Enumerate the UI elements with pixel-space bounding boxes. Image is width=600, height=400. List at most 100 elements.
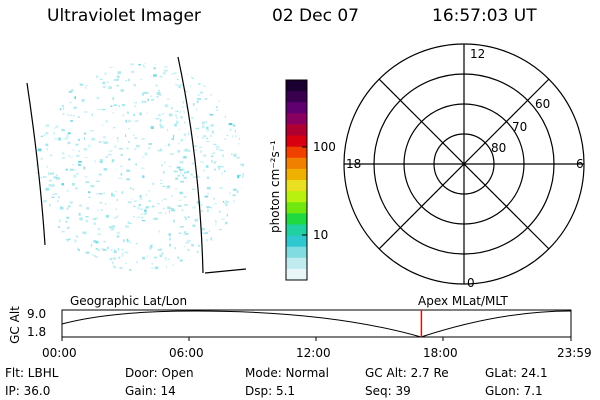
uv-speckle [135, 144, 140, 148]
uv-speckle [215, 59, 218, 60]
uv-speckle [68, 90, 73, 93]
uv-speckle [167, 206, 170, 210]
uv-speckle [247, 186, 251, 189]
uv-speckle [161, 164, 163, 166]
uv-speckle [191, 243, 194, 247]
uv-speckle [214, 203, 217, 205]
uv-speckle [45, 187, 50, 191]
uv-speckle [205, 238, 209, 242]
uv-speckle [130, 63, 135, 66]
uv-speckle [99, 78, 103, 80]
uv-speckle [184, 216, 187, 218]
uv-speckle [187, 249, 190, 251]
uv-speckle [139, 78, 143, 80]
uv-speckle [107, 153, 112, 156]
uv-speckle [225, 221, 228, 225]
uv-speckle [61, 241, 63, 243]
uv-speckle [195, 74, 200, 76]
uv-speckle [234, 129, 236, 133]
uv-speckle [85, 216, 89, 218]
uv-speckle [239, 56, 243, 58]
uv-speckle [79, 204, 83, 207]
uv-speckle [167, 143, 171, 147]
uv-speckle [46, 253, 49, 256]
uv-speckle [192, 102, 195, 106]
uv-speckle [57, 263, 60, 266]
uv-speckle [199, 63, 201, 64]
uv-speckle [75, 143, 79, 146]
uv-speckle [164, 212, 166, 215]
uv-speckle [226, 77, 229, 79]
uv-speckle [43, 56, 45, 58]
uv-speckle [138, 63, 141, 66]
uv-speckle [219, 70, 222, 72]
uv-speckle [151, 205, 155, 208]
uv-speckle [179, 160, 184, 164]
uv-speckle [182, 174, 185, 177]
uv-speckle [75, 235, 79, 238]
colorbar-band [286, 224, 307, 237]
uv-speckle [184, 204, 188, 206]
uv-speckle [128, 128, 130, 130]
uv-speckle [69, 74, 72, 77]
timeline-left-caption: Geographic Lat/Lon [70, 294, 188, 308]
uv-speckle [171, 153, 174, 156]
uv-speckle [115, 168, 118, 171]
uv-speckle [83, 132, 87, 135]
uv-speckle [33, 86, 35, 88]
uv-speckle [88, 144, 91, 148]
timeline-right-caption: Apex MLat/MLT [418, 294, 508, 308]
uv-speckle [91, 113, 93, 116]
uv-speckle [127, 119, 130, 123]
uv-speckle [36, 63, 38, 65]
uv-speckle [31, 59, 33, 61]
colorbar-band [286, 146, 307, 159]
uv-speckle [180, 138, 184, 142]
uv-speckle [66, 227, 69, 229]
uv-speckle [164, 277, 168, 280]
date-label: 02 Dec 07 [272, 6, 359, 26]
uv-speckle [229, 128, 232, 131]
uv-speckle [155, 84, 158, 87]
uv-speckle [117, 215, 119, 217]
uv-speckle [210, 207, 212, 209]
uv-speckle [207, 279, 210, 281]
uv-speckle [103, 192, 105, 195]
uv-speckle [31, 172, 32, 174]
uv-speckle [141, 167, 145, 170]
uv-speckle [231, 153, 233, 156]
info-mode: Mode: Normal [245, 366, 329, 380]
colorbar-tick-label-100: 100 [313, 140, 336, 154]
uv-speckle [66, 216, 70, 219]
uv-speckle [224, 68, 228, 72]
uv-speckle [149, 126, 152, 128]
uv-speckle [101, 248, 105, 251]
uv-speckle [215, 148, 220, 151]
uv-speckle [237, 97, 241, 100]
uv-speckle [168, 233, 172, 237]
uv-speckle [234, 267, 237, 270]
uv-speckle [140, 208, 143, 210]
uv-speckle [125, 119, 128, 123]
uv-speckle [50, 172, 53, 174]
uv-speckle [158, 212, 163, 214]
uv-speckle [183, 133, 187, 136]
uv-speckle [250, 266, 253, 267]
uv-speckle [87, 272, 90, 275]
uv-speckle [173, 170, 178, 173]
uv-speckle [36, 164, 38, 167]
uv-speckle [167, 258, 170, 260]
uv-speckle [233, 104, 235, 108]
uv-speckle [82, 231, 84, 234]
uv-speckle [225, 200, 227, 202]
uv-speckle [60, 63, 64, 65]
uv-speckle [202, 73, 206, 75]
uv-speckle [63, 82, 66, 85]
uv-speckle [112, 112, 115, 114]
uv-speckle [219, 92, 221, 95]
uv-speckle [108, 276, 110, 278]
uv-speckle [46, 101, 49, 105]
uv-speckle [187, 66, 191, 68]
uv-speckle [232, 272, 236, 273]
uv-speckle [78, 150, 80, 152]
